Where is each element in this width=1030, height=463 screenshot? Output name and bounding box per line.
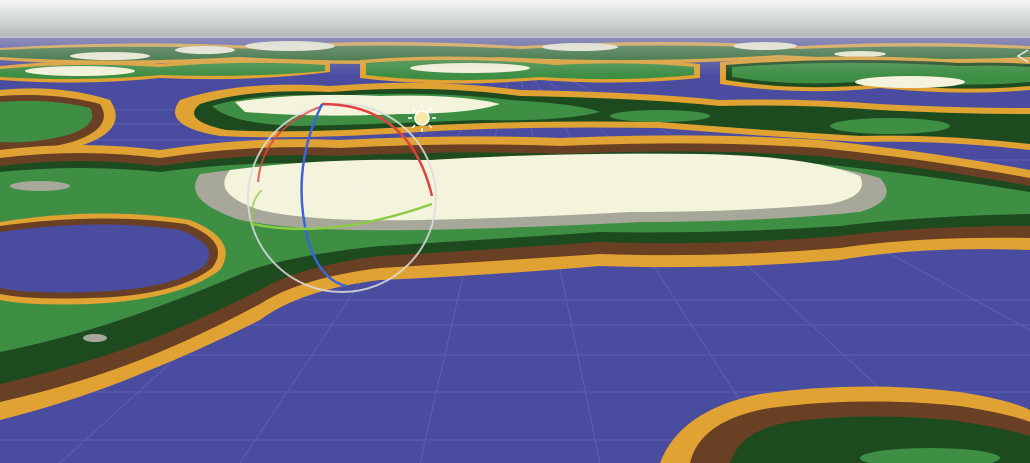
gizmo-z-axis-ring[interactable] <box>251 202 433 231</box>
main-island <box>0 135 1030 420</box>
gizmo-outer-ring[interactable] <box>247 103 437 293</box>
chevron-left-icon[interactable] <box>1016 49 1029 63</box>
gizmo-y-axis-ring[interactable] <box>300 103 347 288</box>
gizmo-x-axis-ring[interactable] <box>321 102 434 197</box>
horizon-fog <box>0 36 1030 76</box>
bottom-right-island <box>660 386 1030 463</box>
directional-light-icon[interactable] <box>408 104 436 132</box>
rotate-gizmo[interactable] <box>247 102 437 293</box>
gizmo-z-axis-ring-back[interactable] <box>250 189 263 225</box>
left-shore <box>0 88 116 157</box>
gizmo-x-axis-ring-back[interactable] <box>257 105 323 183</box>
left-lake <box>0 213 226 305</box>
upper-island <box>175 82 1030 150</box>
gizmo-center-marker <box>356 179 376 191</box>
